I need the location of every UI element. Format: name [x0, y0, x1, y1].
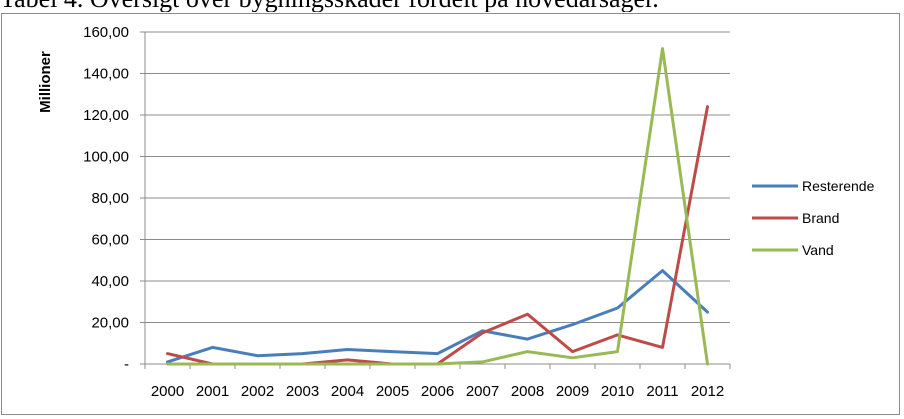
x-tick-label: 2011 [646, 383, 678, 400]
x-tick-label: 2003 [286, 383, 319, 400]
series-line-brand [166, 105, 709, 366]
x-axis: 2000 2001 2002 2003 2004 2005 2006 2007 2008 2009… [144, 32, 731, 400]
y-tick-label: 120,00 [83, 107, 129, 124]
legend-label-brand: Brand [802, 210, 839, 226]
series-lines [166, 47, 709, 366]
x-tick-label: 2006 [421, 383, 454, 400]
y-tick-label: 140,00 [83, 66, 129, 83]
y-tick-label: 60,00 [91, 232, 129, 249]
legend: Resterende Brand Vand [752, 178, 875, 258]
y-tick-label: - [124, 356, 129, 373]
series-line-resterende [166, 269, 709, 364]
y-tick-label: 80,00 [91, 190, 129, 207]
legend-label-vand: Vand [802, 242, 834, 258]
y-tick-label: 160,00 [83, 24, 129, 41]
x-tick-label: 2008 [511, 383, 544, 400]
legend-label-resterende: Resterende [802, 178, 875, 194]
y-axis-label: Millioner [37, 51, 54, 113]
y-tick-label: 20,00 [91, 315, 129, 332]
y-tick-label: 100,00 [83, 149, 129, 166]
x-tick-label: 2000 [151, 383, 184, 400]
x-tick-label: 2009 [556, 383, 589, 400]
gridlines [140, 31, 730, 365]
y-tick-label: 40,00 [91, 273, 129, 290]
y-axis-tick-labels: - 20,00 40,00 60,00 80,00 100,00 120,00 140,00 1… [83, 24, 129, 373]
x-tick-label: 2001 [196, 383, 229, 400]
x-tick-label: 2005 [376, 383, 409, 400]
table-caption: Tabel 4. Oversigt over bygningsskader fo… [0, 0, 904, 12]
x-tick-label: 2004 [331, 383, 364, 400]
x-tick-label: 2002 [241, 383, 274, 400]
x-tick-label: 2007 [466, 383, 499, 400]
x-tick-label: 2010 [601, 383, 634, 400]
series-line-vand [166, 47, 709, 366]
x-tick-label: 2012 [691, 383, 724, 400]
